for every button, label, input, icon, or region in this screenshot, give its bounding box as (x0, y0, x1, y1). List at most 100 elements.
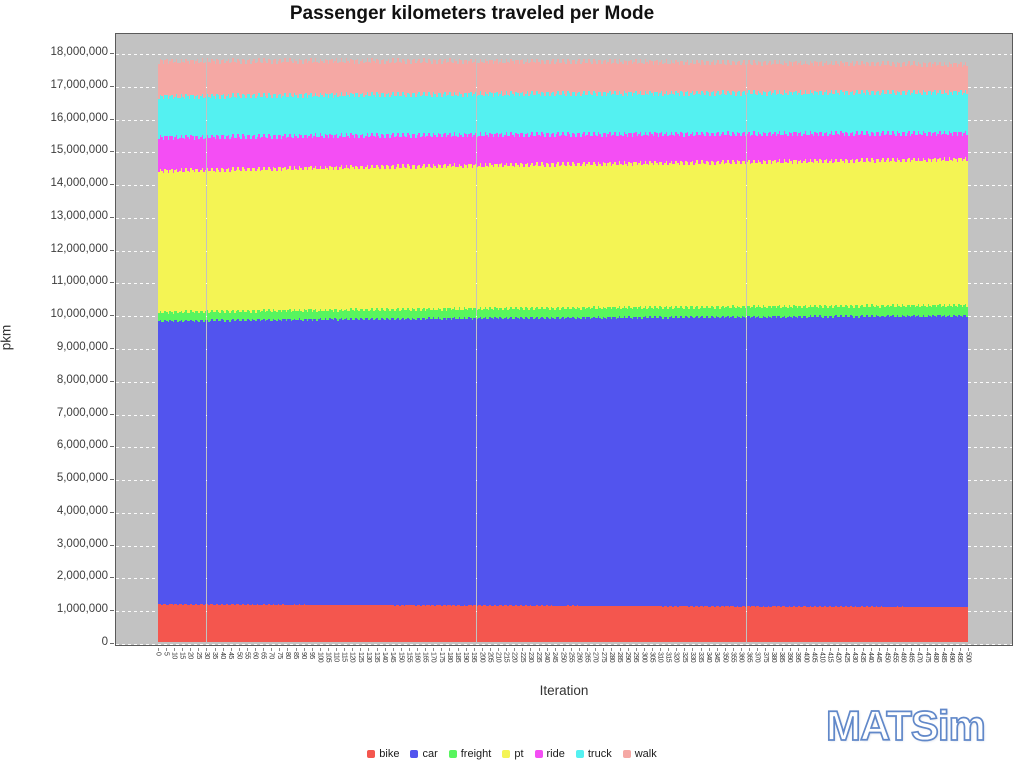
bar-segment-bike (408, 605, 411, 642)
bar-segment-bike (272, 604, 275, 642)
bar-segment-pt (571, 162, 574, 307)
bar-segment-ride (628, 132, 631, 162)
bar-segment-ride (639, 131, 642, 162)
bar-segment-truck (300, 94, 302, 136)
bar-segment-truck (188, 99, 191, 140)
y-tick-mark (110, 118, 114, 120)
bar-segment-walk (389, 63, 391, 97)
bar-segment-pt (410, 168, 412, 311)
bar-segment-ride (182, 138, 184, 172)
bar (261, 62, 264, 642)
bar-segment-walk (327, 63, 330, 98)
y-tick-label: 15,000,000 (50, 144, 108, 157)
x-tick-mark (959, 648, 961, 651)
bar-segment-freight (245, 312, 247, 321)
bar-segment-walk (536, 59, 538, 92)
bar (431, 63, 433, 642)
bar-segment-car (292, 319, 294, 605)
bar-segment-ride (665, 131, 668, 162)
bar (594, 61, 597, 642)
bar-segment-freight (570, 309, 572, 319)
bar-segment-truck (419, 96, 422, 138)
bar-segment-pt (198, 172, 201, 314)
bar-segment-freight (158, 312, 160, 322)
bar-segment-walk (232, 58, 234, 94)
bar-segment-pt (300, 167, 302, 311)
bar-segment-pt (193, 172, 196, 314)
bar (623, 60, 626, 642)
bar (565, 63, 568, 642)
y-tick-mark (110, 643, 114, 644)
bar-segment-ride (428, 132, 430, 164)
bar-segment-bike (544, 605, 547, 642)
bar-segment-freight (214, 312, 217, 322)
bar-segment-truck (447, 94, 449, 136)
bar-segment-car (461, 319, 464, 606)
bar-segment-walk (230, 62, 233, 97)
x-tick-mark (643, 648, 645, 651)
bar-segment-freight (665, 306, 668, 317)
bar-segment-car (597, 316, 600, 606)
bar-segment-freight (644, 306, 647, 317)
bar-segment-ride (406, 133, 409, 165)
x-tick-label: 290 (624, 652, 632, 663)
bar-segment-truck (251, 95, 254, 136)
bar-segment-truck (339, 95, 341, 136)
bar-segment-bike (343, 604, 346, 642)
bar-segment-truck (182, 97, 184, 139)
bar-segment-truck (570, 96, 572, 137)
bar-segment-car (384, 319, 386, 606)
bar-segment-pt (326, 167, 328, 311)
bar-segment-bike (507, 605, 509, 642)
bar-segment-walk (363, 63, 365, 98)
bar-segment-truck (416, 94, 419, 135)
bar-segment-freight (337, 311, 340, 321)
bar-segment-car (201, 320, 204, 605)
bar-segment-pt (563, 165, 566, 310)
bar-segment-truck (350, 92, 352, 134)
bar-segment-freight (169, 310, 171, 320)
bar-segment-freight (586, 307, 589, 318)
bar-segment-bike (364, 604, 367, 642)
legend-item-truck: truck (575, 748, 612, 760)
bar-segment-ride (303, 134, 306, 167)
bar-segment-ride (567, 132, 569, 163)
bar-segment-ride (609, 132, 611, 163)
bar-segment-ride (436, 137, 438, 169)
bar-segment-freight (394, 311, 396, 321)
bar-segment-pt (615, 165, 618, 310)
bar-segment-car (214, 321, 217, 605)
bar-segment-bike (191, 604, 194, 642)
bar-segment-walk (563, 61, 566, 95)
bar-segment-pt (576, 162, 579, 307)
bar-segment-walk (318, 62, 320, 97)
bar-segment-bike (550, 605, 553, 642)
bar-segment-pt (327, 169, 330, 312)
bar-segment-walk (237, 58, 239, 94)
bar-segment-car (308, 318, 310, 605)
bar-segment-bike (419, 605, 422, 642)
bar-segment-pt (434, 166, 437, 310)
bar-segment-walk (440, 63, 443, 97)
bar-segment-bike (429, 605, 432, 642)
bar-segment-truck (575, 96, 577, 137)
bar-segment-bike (175, 604, 178, 642)
bar-segment-pt (321, 168, 323, 312)
bar-segment-bike (183, 604, 186, 642)
bar-segment-car (329, 318, 331, 605)
bar-segment-bike (172, 604, 175, 642)
bar-segment-ride (159, 135, 162, 169)
bar-segment-walk (562, 58, 564, 91)
bar (610, 63, 613, 642)
bar (167, 63, 170, 642)
x-tick-mark (651, 648, 653, 651)
bar-segment-walk (599, 60, 601, 93)
bar-segment-freight (355, 308, 357, 318)
bar-segment-freight (468, 307, 471, 318)
x-tick-label: 235 (535, 652, 542, 663)
bar (549, 64, 551, 642)
bar-segment-bike (481, 605, 483, 642)
bar-segment-bike (161, 604, 163, 642)
bar-segment-walk (463, 59, 466, 93)
bar-segment-freight (434, 309, 437, 320)
